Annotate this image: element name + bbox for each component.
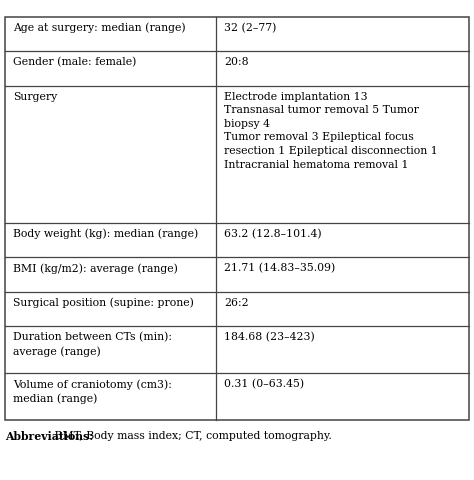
Text: 26:2: 26:2 [224,298,249,308]
Text: Body weight (kg): median (range): Body weight (kg): median (range) [13,228,199,239]
Text: 184.68 (23–423): 184.68 (23–423) [224,332,315,342]
Text: BMI (kg/m2): average (range): BMI (kg/m2): average (range) [13,263,178,274]
Text: 20:8: 20:8 [224,57,249,67]
Text: Volume of craniotomy (cm3):
median (range): Volume of craniotomy (cm3): median (rang… [13,379,172,404]
Text: Surgical position (supine: prone): Surgical position (supine: prone) [13,298,194,308]
Text: 63.2 (12.8–101.4): 63.2 (12.8–101.4) [224,228,322,239]
Text: BMT, Body mass index; CT, computed tomography.: BMT, Body mass index; CT, computed tomog… [51,431,332,441]
Text: Surgery: Surgery [13,92,57,102]
Text: 32 (2–77): 32 (2–77) [224,23,276,33]
Text: Gender (male: female): Gender (male: female) [13,57,137,67]
Text: 21.71 (14.83–35.09): 21.71 (14.83–35.09) [224,263,336,273]
Text: Abbreviations:: Abbreviations: [5,431,93,442]
Text: Electrode implantation 13
Transnasal tumor removal 5 Tumor
biopsy 4
Tumor remova: Electrode implantation 13 Transnasal tum… [224,92,438,169]
Text: Duration between CTs (min):
average (range): Duration between CTs (min): average (ran… [13,332,172,357]
Text: Age at surgery: median (range): Age at surgery: median (range) [13,23,186,33]
Text: 0.31 (0–63.45): 0.31 (0–63.45) [224,379,304,389]
Bar [5,17,469,420]
